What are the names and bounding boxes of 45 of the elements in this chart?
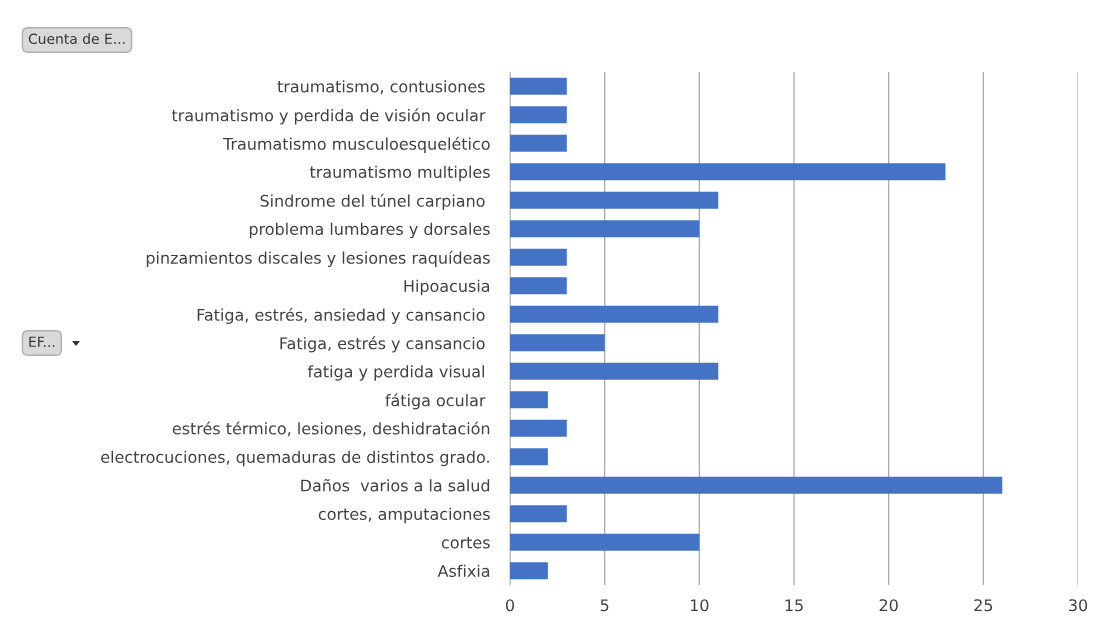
y-tick-label: traumatismo y perdida de visión ocular <box>171 108 486 125</box>
x-tick-label: 15 <box>785 599 803 612</box>
x-tick-label: 5 <box>600 599 609 612</box>
bar <box>510 334 605 352</box>
bar <box>510 77 567 95</box>
bar <box>510 305 719 323</box>
bar <box>510 391 548 409</box>
text: Cuenta de E... <box>28 33 125 45</box>
x-tick-label: 30 <box>1069 599 1088 612</box>
x-tick-label: 0 <box>505 599 515 612</box>
bar <box>510 220 700 238</box>
x-tick-label: 25 <box>974 599 993 612</box>
text: EF... <box>29 336 55 347</box>
y-tick-label: fatiga y perdida visual <box>307 365 484 381</box>
bar <box>510 163 946 181</box>
y-tick-label: traumatismo multiples <box>309 165 490 182</box>
y-tick-label: pinzamientos discales y lesiones raquídeas <box>146 250 490 267</box>
bar <box>510 476 1003 494</box>
y-tick-label: Fatiga, estrés y cansancio <box>280 336 485 353</box>
y-tick-label: traumatismo, contusiones <box>277 80 485 95</box>
y-tick-label: Daños varios a la salud <box>301 478 490 492</box>
y-tick-label: Asfixia <box>437 564 490 578</box>
bar <box>510 191 719 209</box>
bar <box>510 134 567 152</box>
y-tick-label: Hipoacusia <box>404 279 490 296</box>
x-tick-label: 20 <box>879 599 898 612</box>
bar <box>510 562 548 580</box>
bar <box>510 533 700 551</box>
bar <box>510 505 567 523</box>
y-tick-label: fátiga ocular <box>385 393 486 410</box>
y-tick-label: Sindrome del túnel carpiano <box>260 193 485 210</box>
y-tick-label: Traumatismo musculoesquelético <box>222 136 490 153</box>
y-tick-label: cortes, amputaciones <box>318 507 490 524</box>
bar <box>510 106 567 124</box>
bar <box>510 362 719 380</box>
bar <box>510 448 548 466</box>
bar <box>510 419 567 437</box>
y-tick-label: Fatiga, estrés, ansiedad y cansancio <box>197 307 485 324</box>
y-tick-label: cortes <box>441 537 490 549</box>
x-tick-label: 10 <box>690 599 709 612</box>
y-tick-label: electrocuciones, quemaduras de distintos grado. <box>101 450 489 467</box>
y-tick-label: problema lumbares y dorsales <box>249 222 490 239</box>
y-tick-label: estrés térmico, lesiones, deshidratación <box>172 421 490 437</box>
bar <box>510 277 567 295</box>
bar <box>510 248 567 266</box>
